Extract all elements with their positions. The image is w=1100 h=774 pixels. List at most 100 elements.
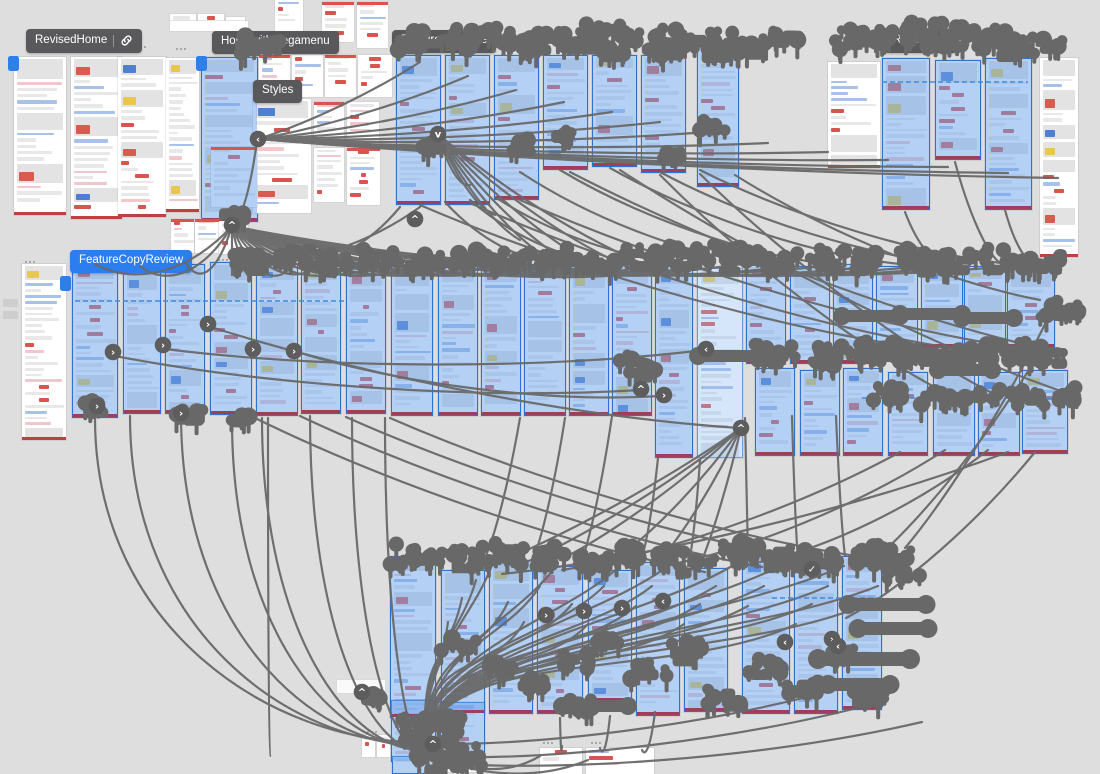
frame-thumbnail[interactable] (828, 62, 880, 168)
frame-thumbnail[interactable] (71, 57, 122, 219)
frame-thumbnail[interactable] (543, 55, 588, 170)
frame-thumbnail[interactable] (790, 266, 830, 364)
section-label-featurecopyreview[interactable]: FeatureCopyReview (70, 250, 193, 273)
frame-thumbnail[interactable] (697, 42, 739, 187)
frame-thumbnail[interactable] (985, 58, 1032, 210)
frame-thumbnail[interactable] (489, 560, 533, 714)
frame-thumbnail[interactable] (396, 55, 441, 205)
comment-tab[interactable] (196, 56, 207, 71)
frame-thumbnail[interactable] (166, 58, 199, 212)
frame-thumbnail[interactable] (14, 57, 66, 215)
frame-thumbnail[interactable] (445, 758, 457, 772)
frame-title-dots (543, 742, 553, 744)
frame-thumbnail[interactable] (592, 55, 637, 167)
frame-content (14, 57, 66, 215)
frame-thumbnail[interactable] (684, 568, 728, 712)
comment-tab[interactable] (8, 56, 19, 71)
frame-thumbnail[interactable] (275, 0, 303, 32)
frame-thumbnail[interactable] (314, 148, 344, 202)
comment-tab[interactable] (60, 276, 71, 291)
section-label-homewithmegamenu[interactable]: HomewithMegamenu (212, 31, 339, 54)
frame-thumbnail[interactable] (882, 58, 930, 210)
frame-thumbnail[interactable] (301, 266, 341, 414)
frame-thumbnail[interactable] (195, 219, 219, 253)
frame-thumbnail[interactable] (481, 266, 521, 416)
frame-thumbnail[interactable] (253, 99, 311, 213)
frame-thumbnail[interactable] (171, 219, 194, 253)
frame-thumbnail[interactable] (964, 266, 1006, 348)
frame-thumbnail[interactable] (876, 266, 918, 348)
frame-thumbnail[interactable] (347, 148, 380, 205)
frame-thumbnail[interactable] (524, 264, 566, 416)
section-label-revisedhome[interactable]: RevisedHome (26, 29, 143, 53)
frame-thumbnail[interactable] (569, 266, 609, 416)
frame-thumbnail[interactable] (390, 556, 436, 718)
frame-thumbnail[interactable] (494, 55, 539, 200)
frame-title-dots (218, 259, 228, 261)
frame-thumbnail[interactable] (325, 55, 356, 97)
frame-content (170, 14, 196, 30)
frame-thumbnail[interactable] (1040, 58, 1078, 257)
flow-node[interactable]: ^ (406, 210, 424, 228)
frame-thumbnail[interactable] (842, 556, 882, 710)
frame-thumbnail[interactable] (170, 21, 248, 31)
selection-highlight (397, 56, 440, 204)
frame-thumbnail[interactable] (833, 264, 873, 364)
frame-thumbnail[interactable] (655, 266, 693, 458)
frame-thumbnail[interactable] (362, 735, 375, 757)
section-label-featuretemplate[interactable]: FeatureTemplate (392, 30, 497, 53)
frame-thumbnail[interactable] (794, 560, 838, 714)
frame-thumbnail[interactable] (347, 102, 379, 144)
frame-thumbnail[interactable] (537, 566, 583, 714)
frame-thumbnail[interactable] (978, 372, 1020, 456)
frame-thumbnail[interactable] (586, 748, 654, 774)
frame-thumbnail[interactable] (123, 268, 161, 414)
frame-thumbnail[interactable] (921, 266, 963, 348)
frame-content (362, 735, 375, 757)
frame-thumbnail[interactable] (256, 264, 298, 416)
selection-highlight (442, 571, 484, 713)
frame-thumbnail[interactable] (438, 264, 478, 416)
section-label-styles[interactable]: Styles (253, 80, 303, 103)
frame-thumbnail[interactable] (210, 262, 252, 415)
frame-thumbnail[interactable] (742, 554, 790, 714)
frame-thumbnail[interactable] (1007, 266, 1055, 348)
frame-thumbnail[interactable] (1022, 370, 1068, 454)
frame-thumbnail[interactable] (314, 102, 344, 144)
frame-thumbnail[interactable] (697, 268, 743, 458)
frame-thumbnail[interactable] (933, 370, 975, 456)
section-label-resources[interactable]: Resources (884, 30, 957, 53)
frame-thumbnail[interactable] (935, 60, 981, 160)
frame-thumbnail[interactable] (377, 735, 390, 757)
frame-thumbnail[interactable] (445, 55, 490, 205)
frame-thumbnail[interactable] (201, 57, 258, 222)
frame-thumbnail[interactable] (391, 700, 436, 762)
frame-thumbnail[interactable] (800, 370, 840, 456)
frame-thumbnail[interactable] (72, 264, 118, 418)
frame-thumbnail[interactable] (219, 217, 248, 254)
frame-thumbnail[interactable] (540, 748, 582, 774)
frame-title-dots (367, 731, 377, 733)
selection-highlight (490, 561, 532, 713)
selection-highlight (656, 267, 692, 457)
frame-thumbnail[interactable] (358, 55, 392, 97)
frame-thumbnail[interactable] (357, 2, 388, 48)
frame-thumbnail[interactable] (636, 562, 680, 716)
frame-thumbnail[interactable] (118, 57, 166, 217)
frame-thumbnail[interactable] (888, 372, 928, 456)
frame-thumbnail[interactable] (22, 264, 66, 440)
frame-thumbnail[interactable] (755, 368, 795, 456)
frame-thumbnail[interactable] (392, 756, 440, 774)
frame-thumbnail[interactable] (467, 757, 481, 772)
frame-content (314, 148, 344, 202)
frame-thumbnail[interactable] (346, 264, 386, 414)
frame-thumbnail[interactable] (165, 264, 205, 414)
frame-thumbnail[interactable] (441, 570, 485, 714)
frame-thumbnail[interactable] (391, 266, 433, 416)
frame-thumbnail[interactable] (612, 264, 652, 416)
frame-thumbnail[interactable] (843, 368, 883, 456)
frame-thumbnail[interactable] (641, 55, 686, 173)
frame-thumbnail[interactable] (588, 570, 632, 702)
frame-thumbnail[interactable] (746, 264, 786, 364)
